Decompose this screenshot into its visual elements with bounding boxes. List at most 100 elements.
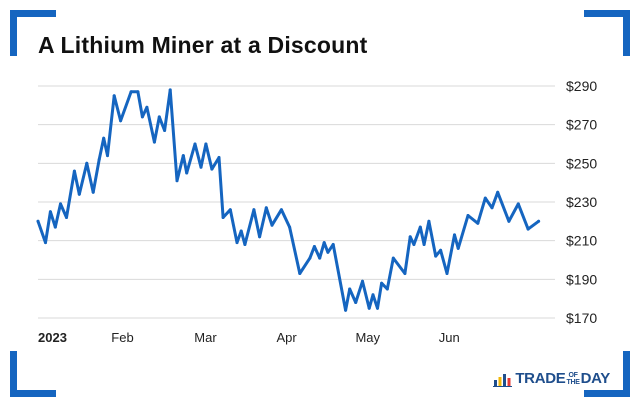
frame-corner-bottom-left-horizontal [10,390,56,397]
price-point [243,243,247,246]
price-point [106,154,109,158]
x-tick-label: Jun [439,330,460,345]
price-point [210,167,214,171]
price-point [490,206,494,210]
price-point [145,105,149,109]
frame-corner-top-right-vertical [623,10,630,56]
frame-corner-top-right-horizontal [584,10,630,17]
price-point [483,196,487,200]
price-point [270,223,274,227]
y-tick-label: $270 [566,117,597,133]
price-point [422,243,426,246]
price-point [152,140,156,144]
price-point [59,202,62,206]
price-point [258,235,262,239]
price-point [77,192,81,196]
price-point [102,136,106,140]
price-point [53,225,57,229]
price-point [403,272,407,275]
price-point [391,256,395,260]
bar-chart-logo-icon [493,373,513,387]
x-tick-label: May [355,330,380,345]
price-series-points [36,88,541,312]
frame-corner-top-left-vertical [10,10,17,56]
price-point [348,287,352,291]
y-tick-label: $290 [566,78,597,94]
logo-small-words: OF THE [566,372,579,386]
x-tick-label: Feb [111,330,133,345]
y-tick-label: $210 [566,233,597,249]
logo-wordmark: TRADE OF THEDAY [515,370,610,387]
price-point [445,272,449,275]
price-point [193,142,197,146]
price-point [228,208,232,212]
frame-corner-bottom-right-vertical [623,351,630,397]
price-point [168,88,172,92]
y-tick-label: $190 [566,271,597,287]
price-point [136,90,140,94]
price-point [199,165,203,169]
price-point [466,214,470,217]
price-point [44,241,47,245]
price-point [434,254,438,258]
price-point [326,250,330,254]
price-point [298,272,302,275]
price-point [119,119,123,123]
price-point [361,279,364,283]
price-point [204,142,208,146]
price-point [91,190,95,194]
price-point [65,216,68,219]
price-point [496,190,500,194]
price-point [408,235,412,239]
price-point [354,301,358,304]
price-point [157,115,161,119]
price-point [507,219,511,223]
price-point [217,156,221,159]
price-point [412,243,416,246]
price-point [288,225,292,229]
logo-word-of: OF [568,372,578,380]
price-point [163,129,167,132]
price-point [376,306,379,310]
x-axis-tick-labels: 2023 Feb Mar Apr May Jun [38,330,460,345]
price-point [85,161,89,165]
price-point [140,115,144,119]
chart-title: A Lithium Miner at a Discount [38,32,368,58]
price-point [221,216,225,219]
price-point [97,158,101,161]
price-point [175,179,179,183]
price-point [48,210,52,214]
frame-corner-top-left-horizontal [10,10,56,17]
price-point [367,306,371,310]
grid-lines [38,85,555,319]
price-point [36,219,40,223]
price-point [439,248,443,252]
price-point [456,246,460,250]
price-point [72,169,76,173]
price-point [537,219,541,223]
price-point [344,308,348,312]
price-point [308,256,312,260]
price-point [279,208,283,212]
y-tick-label: $230 [566,194,597,210]
price-point [526,227,530,231]
y-tick-label: $250 [566,155,597,171]
price-point [371,293,375,297]
frame-corner-bottom-right-horizontal [584,390,630,397]
price-point [264,206,268,210]
logo-word-day: DAY [580,370,611,387]
price-point [181,154,185,158]
price-point [331,243,335,246]
price-point [112,94,116,98]
price-point [322,241,326,245]
price-point [129,90,133,94]
price-point [380,281,384,285]
logo-word-the: THE [566,379,580,387]
x-tick-label: 2023 [38,330,67,345]
price-point [235,241,239,245]
price-point [418,225,422,229]
price-point [516,202,520,206]
price-point [385,287,389,291]
price-point [427,219,431,223]
